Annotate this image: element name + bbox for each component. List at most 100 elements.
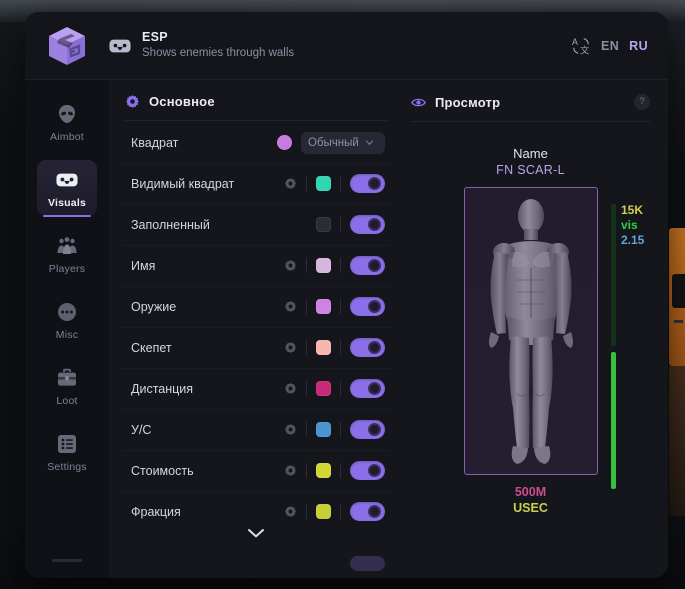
color-swatch[interactable] <box>316 217 331 233</box>
color-swatch[interactable] <box>316 381 331 397</box>
row-gear-icon[interactable] <box>284 341 297 354</box>
settings-rows: Квадрат Обычный Видимый квадрат Заполненный… <box>121 123 391 527</box>
toggle-switch[interactable] <box>350 297 385 317</box>
esp-health-bar-filled <box>611 352 616 489</box>
sidebar-item-loot[interactable]: Loot <box>37 358 97 414</box>
color-swatch[interactable] <box>316 422 331 438</box>
row-gear-icon[interactable] <box>284 300 297 313</box>
chevron-down-icon <box>365 140 373 146</box>
language-option-ru[interactable]: RU <box>629 38 648 53</box>
control-separator <box>340 176 341 192</box>
settings-row-controls <box>284 174 385 194</box>
control-separator <box>340 340 341 356</box>
esp-stat-line: vis <box>621 218 638 232</box>
toggle-switch[interactable] <box>350 379 385 399</box>
sidebar-nav: Aimbot Visuals <box>25 80 109 578</box>
people-group-icon <box>57 237 77 254</box>
color-swatch[interactable] <box>316 258 331 274</box>
settings-row-label: Стоимость <box>131 463 194 478</box>
briefcase-icon <box>58 368 76 386</box>
sidebar-item-label: Misc <box>55 329 79 341</box>
background-app-strip <box>669 366 685 516</box>
control-separator <box>340 381 341 397</box>
language-switcher[interactable]: A 文 EN RU <box>571 36 648 56</box>
logo-zone <box>25 24 109 68</box>
toggle-switch[interactable] <box>350 420 385 440</box>
esp-player-name: Name <box>513 146 548 161</box>
list-settings-icon <box>58 435 76 453</box>
settings-row-controls <box>284 256 385 276</box>
color-swatch[interactable] <box>316 340 331 356</box>
color-swatch[interactable] <box>316 504 331 520</box>
control-separator <box>340 217 341 233</box>
settings-row-label: Фракция <box>131 504 181 519</box>
control-separator <box>340 299 341 315</box>
settings-panel: Основное Квадрат Обычный Видимый квадрат За… <box>121 94 391 578</box>
expand-more-button[interactable] <box>121 527 391 557</box>
esp-bounding-box <box>463 187 598 475</box>
settings-row-controls <box>316 215 385 235</box>
toggle-switch[interactable] <box>350 215 385 235</box>
color-swatch[interactable] <box>316 463 331 479</box>
toggle-switch[interactable] <box>350 556 385 572</box>
module-subtitle: Shows enemies through walls <box>142 47 295 59</box>
esp-side-stats: 15K vis 2.15 <box>621 203 644 248</box>
control-separator <box>306 258 307 274</box>
sidebar-item-visuals[interactable]: Visuals <box>37 160 97 217</box>
sidebar-item-settings[interactable]: Settings <box>37 424 97 480</box>
sidebar-item-misc[interactable]: Misc <box>37 292 97 348</box>
row-gear-icon[interactable] <box>284 259 297 272</box>
settings-row-controls <box>284 338 385 358</box>
row-gear-icon[interactable] <box>284 505 297 518</box>
module-title: ESP <box>142 30 168 44</box>
esp-health-bar-depleted <box>611 204 616 346</box>
translate-icon: A 文 <box>572 37 589 55</box>
preview-panel-header: Просмотр ? <box>407 94 654 121</box>
row-gear-icon[interactable] <box>284 177 297 190</box>
settings-row-label: Имя <box>131 258 156 273</box>
alien-head-icon <box>59 105 75 123</box>
box-style-select[interactable]: Обычный <box>301 131 385 154</box>
toggle-knob <box>368 218 381 232</box>
control-separator <box>340 422 341 438</box>
control-separator <box>306 422 307 438</box>
settings-row-controls <box>284 420 385 440</box>
help-button[interactable]: ? <box>634 94 650 110</box>
vr-goggles-icon <box>109 38 131 54</box>
toggle-switch[interactable] <box>350 502 385 522</box>
settings-panel-header: Основное <box>121 94 391 120</box>
sidebar-item-aimbot[interactable]: Aimbot <box>37 94 97 150</box>
esp-distance-label: 500M <box>514 485 547 499</box>
control-separator <box>306 381 307 397</box>
esp-bottom-labels: 500M USEC <box>513 484 548 516</box>
row-gear-icon[interactable] <box>284 464 297 477</box>
sidebar-item-players[interactable]: Players <box>37 226 97 282</box>
preview-panel-title: Просмотр <box>435 94 501 110</box>
toggle-knob <box>368 300 381 314</box>
settings-row: У/С <box>121 410 391 451</box>
row-gear-icon[interactable] <box>284 423 297 436</box>
color-swatch[interactable] <box>316 299 331 315</box>
language-option-en[interactable]: EN <box>600 38 620 53</box>
settings-row-controls: Обычный <box>277 131 385 154</box>
window-header: ESP Shows enemies through walls A 文 EN R… <box>25 12 668 80</box>
gear-icon <box>126 95 139 108</box>
settings-row-label: Скепет <box>131 340 172 355</box>
toggle-switch[interactable] <box>350 174 385 194</box>
settings-row-label: Дистанция <box>131 381 194 396</box>
window-body: Aimbot Visuals <box>25 80 668 578</box>
esp-preview-stage: Name FN SCAR-L <box>407 124 654 578</box>
esp-health-bar <box>611 204 616 489</box>
esp-stat-line: 15K <box>621 203 644 217</box>
settings-row: Фракция <box>121 492 391 527</box>
toggle-switch[interactable] <box>350 256 385 276</box>
settings-row-controls <box>284 379 385 399</box>
color-swatch[interactable] <box>316 176 331 192</box>
settings-row: Квадрат Обычный <box>121 123 391 164</box>
color-swatch[interactable] <box>277 135 292 151</box>
row-gear-icon[interactable] <box>284 382 297 395</box>
toggle-switch[interactable] <box>350 461 385 481</box>
toggle-switch[interactable] <box>350 338 385 358</box>
settings-row-label: Заполненный <box>131 217 210 232</box>
